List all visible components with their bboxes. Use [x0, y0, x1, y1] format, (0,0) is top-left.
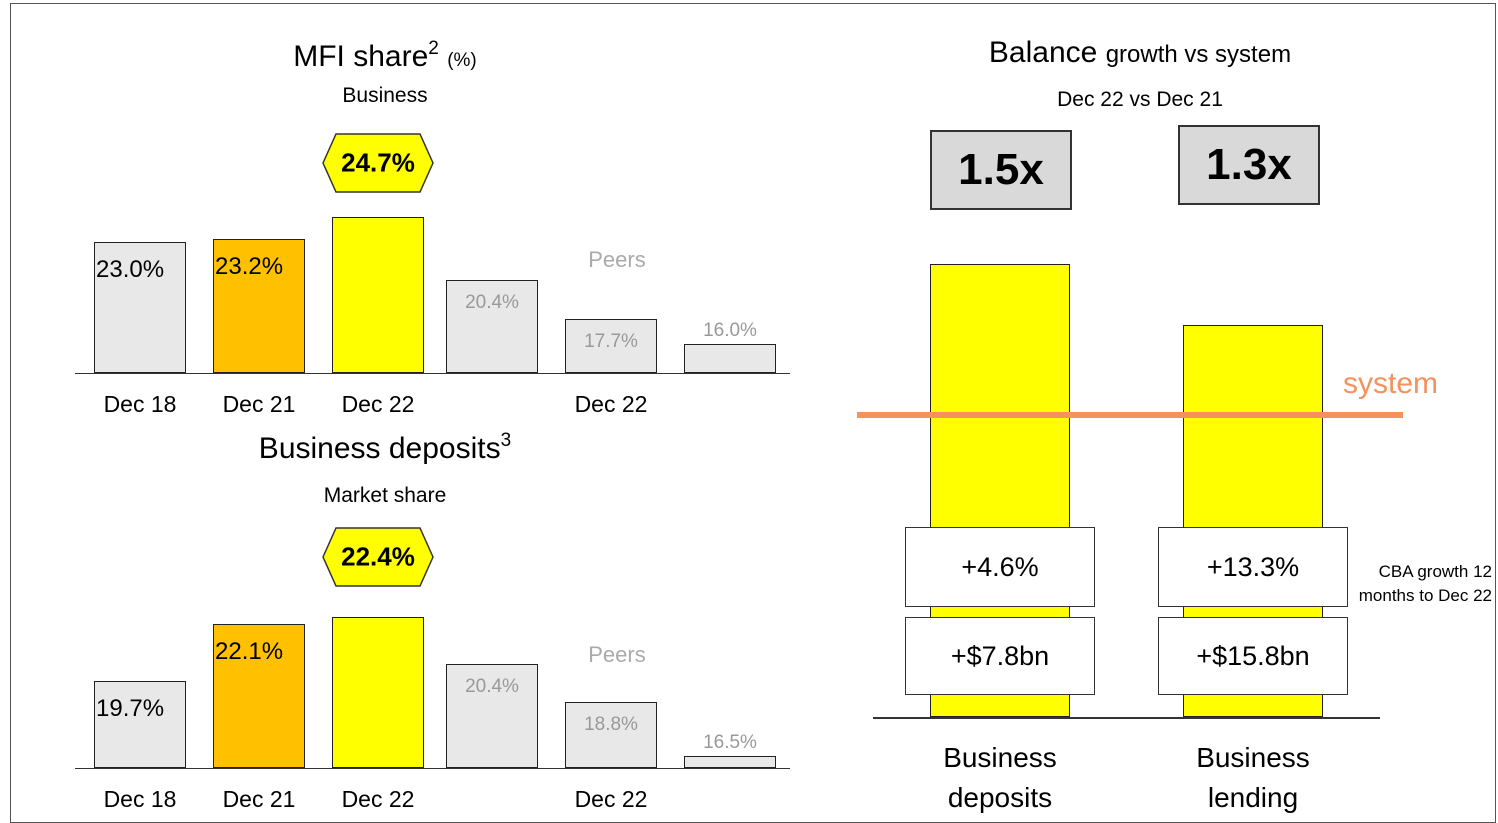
data-label: 16.0% [703, 319, 757, 341]
growth-box: +4.6% [905, 527, 1095, 607]
title-superscript: 2 [428, 38, 439, 59]
bar [332, 617, 424, 768]
growth-box: +13.3% [1158, 527, 1348, 607]
reference-line [857, 412, 1403, 419]
data-label: 23.0% [96, 256, 165, 284]
bar [213, 624, 305, 768]
bar [684, 756, 776, 768]
data-label: 23.2% [215, 253, 284, 281]
hexagon-shape [322, 133, 434, 193]
hexagon-shape [322, 527, 434, 587]
bar [565, 319, 657, 373]
bar [684, 343, 776, 373]
subtitle: Market share [323, 484, 447, 507]
title-note: growth vs system [1105, 41, 1292, 68]
chart-title: MFI share2 (%) [293, 38, 477, 74]
growth-amount-label: +$7.8bn [950, 640, 1050, 671]
axis-line [75, 373, 790, 374]
x-tick-label: Dec 22 [574, 786, 648, 812]
bar [213, 239, 305, 373]
ratio-label: 1.3x [1206, 140, 1292, 189]
axis-line [873, 717, 1380, 719]
ratio-box: 1.5x [930, 130, 1072, 210]
data-label: 16.5% [703, 732, 757, 754]
x-tick-label: Dec 22 [574, 391, 648, 417]
title-text: Business deposits [258, 432, 501, 465]
highlight-hexagon [310, 133, 446, 193]
data-label: 18.8% [584, 714, 638, 736]
reference-label: system [1343, 367, 1439, 401]
x-tick-label: Business deposits [943, 742, 1057, 813]
growth-amount-box: +$7.8bn [905, 617, 1095, 695]
growth-label: +13.3% [1206, 551, 1300, 582]
annotation: Peers [588, 247, 646, 272]
x-tick-label: Dec 18 [103, 786, 177, 812]
growth-amount-box: +$15.8bn [1158, 617, 1348, 695]
x-tick-label: Dec 22 [341, 391, 415, 417]
highlight-hexagon [310, 527, 446, 587]
highlight-label: 22.4% [341, 541, 415, 572]
title-text: Balance [988, 36, 1098, 69]
x-tick-label: Dec 22 [341, 786, 415, 812]
note: CBA growth 12 months to Dec 22 [1358, 562, 1492, 605]
title-text: MFI share [293, 40, 429, 73]
chart-title: Business deposits3 [259, 430, 511, 466]
chart-title: Balance growth vs system [989, 36, 1291, 70]
subtitle: Dec 22 vs Dec 21 [1057, 88, 1223, 111]
title-superscript: 3 [500, 430, 512, 451]
growth-label: +4.6% [961, 551, 1039, 582]
title-note: (%) [447, 50, 477, 71]
bar [332, 217, 424, 373]
x-tick-label: Dec 18 [103, 391, 177, 417]
growth-amount-label: +$15.8bn [1196, 640, 1310, 671]
axis-line [75, 768, 790, 769]
x-tick-label: Dec 21 [222, 786, 296, 812]
data-label: 20.4% [465, 291, 519, 313]
data-label: 17.7% [584, 331, 638, 353]
annotation: Peers [588, 642, 646, 667]
bar [94, 242, 186, 373]
data-label: 22.1% [215, 638, 284, 666]
data-label: 19.7% [96, 694, 165, 722]
bar [94, 680, 186, 768]
data-label: 20.4% [465, 676, 519, 698]
subtitle: Business [342, 84, 428, 107]
ratio-label: 1.5x [958, 145, 1044, 194]
x-tick-label: Business lending [1196, 742, 1310, 813]
highlight-label: 24.7% [341, 147, 415, 178]
bar [446, 664, 538, 768]
x-tick-label: Dec 21 [222, 391, 296, 417]
ratio-box: 1.3x [1178, 125, 1320, 205]
bar [565, 702, 657, 768]
bar [446, 279, 538, 373]
